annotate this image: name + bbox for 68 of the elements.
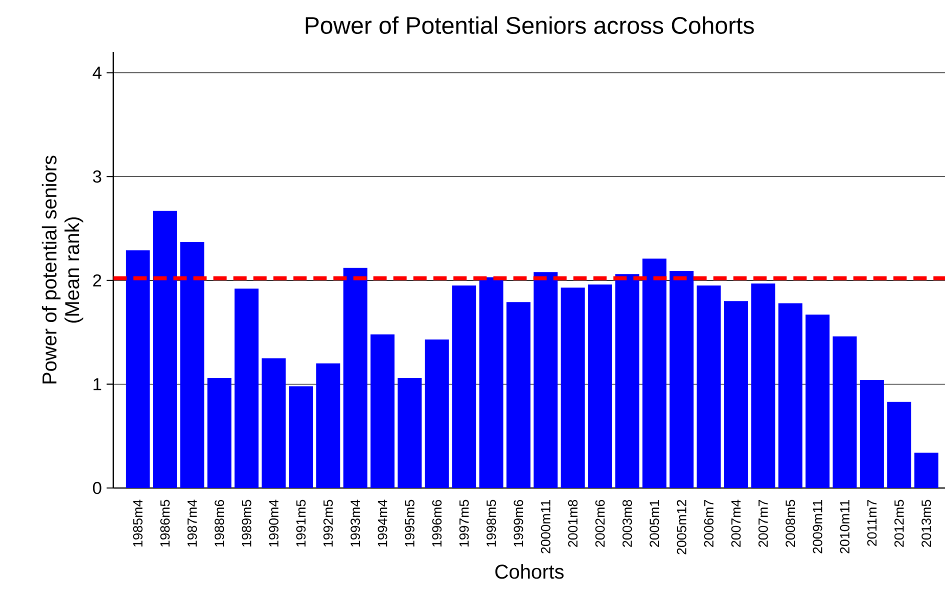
x-tick-label: 1994m4 xyxy=(378,500,388,547)
bar xyxy=(424,340,449,488)
x-tick-label: 2008m5 xyxy=(786,500,796,547)
bar xyxy=(126,250,150,488)
x-tick-label: 1999m6 xyxy=(514,500,524,547)
x-tick-label: 1997m5 xyxy=(459,500,469,547)
x-tick-label: 1996m6 xyxy=(432,500,442,547)
x-tick-label: 1989m5 xyxy=(242,500,252,547)
bar xyxy=(207,378,232,488)
bar xyxy=(370,334,395,488)
y-axis-title: Power of potential seniors (Mean rank) xyxy=(42,156,84,384)
x-tick-label: 2006m7 xyxy=(704,500,714,547)
x-tick-label: 2003m8 xyxy=(622,500,632,547)
bar xyxy=(778,303,802,488)
x-tick-label: 2001m8 xyxy=(568,500,578,547)
bar xyxy=(288,386,313,488)
bar xyxy=(452,286,476,488)
bar xyxy=(914,452,938,488)
y-tick-label: 0 xyxy=(92,482,102,494)
x-tick-label: 1998m5 xyxy=(486,500,496,547)
x-tick-label: 2002m6 xyxy=(595,500,605,547)
bar xyxy=(180,242,204,488)
x-tick-label: 1988m6 xyxy=(214,500,224,547)
y-tick-label: 1 xyxy=(94,378,102,390)
y-tick-label: 4 xyxy=(92,66,102,79)
x-tick-label: 1991m5 xyxy=(296,500,306,547)
bar xyxy=(479,277,504,488)
bar xyxy=(153,210,177,488)
x-tick-label: 1992m5 xyxy=(323,500,333,547)
x-tick-label: 2007m7 xyxy=(758,500,768,547)
chart-title: Power of Potential Seniors across Cohorts xyxy=(306,16,754,34)
x-tick-label: 2005m12 xyxy=(676,500,686,554)
y-tick-label: 3 xyxy=(92,170,102,183)
x-tick-label: 1986m5 xyxy=(160,500,170,547)
bar xyxy=(860,380,884,488)
bar xyxy=(642,258,666,488)
bar xyxy=(832,336,857,488)
bar xyxy=(506,302,530,488)
x-tick-label: 2000m11 xyxy=(540,500,550,554)
bar xyxy=(806,314,830,488)
y-tick-label: 2 xyxy=(93,274,102,286)
x-tick-label: 2009m11 xyxy=(812,500,822,554)
bar xyxy=(751,283,776,488)
x-tick-label: 2012m5 xyxy=(894,500,904,547)
bar xyxy=(670,271,694,488)
x-tick-label: 1995m5 xyxy=(404,500,414,547)
x-tick-label: 1985m4 xyxy=(133,500,143,547)
bar xyxy=(560,288,585,488)
x-tick-label: 2013m5 xyxy=(922,500,932,547)
x-axis-title: Cohorts xyxy=(495,564,564,579)
x-tick-label: 2010m11 xyxy=(840,500,850,554)
x-tick-label: 2007m4 xyxy=(731,500,741,547)
bar xyxy=(724,301,748,488)
x-tick-label: 2005m1 xyxy=(650,500,660,547)
x-tick-label: 2011m7 xyxy=(867,500,877,546)
x-tick-label: 1987m4 xyxy=(187,500,197,547)
bar xyxy=(615,274,640,488)
bar xyxy=(534,272,558,488)
x-tick-label: 1990m4 xyxy=(269,500,278,547)
bar xyxy=(262,358,286,488)
bar xyxy=(588,284,612,488)
bar xyxy=(234,288,259,488)
x-tick-label: 1993m4 xyxy=(350,500,360,547)
bar xyxy=(696,286,721,488)
bar xyxy=(398,378,422,488)
bar xyxy=(887,402,912,488)
bar xyxy=(343,268,368,488)
bar xyxy=(316,363,340,488)
